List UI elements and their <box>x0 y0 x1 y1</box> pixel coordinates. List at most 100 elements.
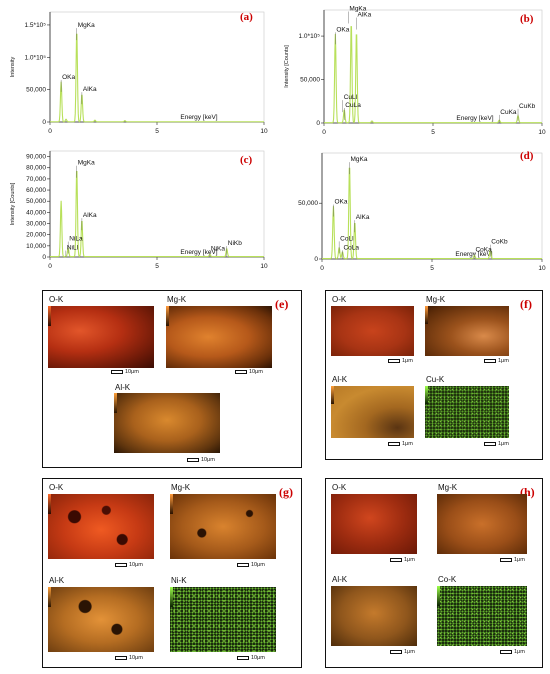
panel-letter-e: (e) <box>275 297 289 311</box>
map-label-al: Al-K <box>115 383 131 392</box>
x-axis-label: Energy [keV] <box>455 251 492 258</box>
map-image-al <box>114 393 220 453</box>
spectrum-d: 0 50,000 0 5 10 Energy [keV] MgKa OKa AlKa CoLl Co… <box>280 143 548 278</box>
y-tick-label: 40,000 <box>26 209 46 216</box>
map-image-al <box>331 386 414 438</box>
scale-bar: 1μm <box>500 557 525 563</box>
peak-label: OKa <box>62 74 75 81</box>
x-axis-label: Energy [keV] <box>180 114 217 121</box>
colorbar <box>48 587 51 607</box>
map-label-mg: Mg-K <box>167 295 187 304</box>
colorbar <box>166 306 169 326</box>
peak-label: CuLl <box>344 94 358 101</box>
y-tick-label: 0 <box>42 254 46 261</box>
scale-bar: 10μm <box>237 562 265 568</box>
scale-bar: 10μm <box>115 655 143 661</box>
map-label-mg: Mg-K <box>171 483 191 492</box>
y-tick-label: 0 <box>316 120 320 127</box>
peak-label: AlKa <box>83 212 97 219</box>
peak-label: CoKb <box>491 239 508 246</box>
colorbar <box>48 306 51 326</box>
map-image-dopant <box>170 587 276 652</box>
map-label-mg: Mg-K <box>426 295 446 304</box>
y-tick-label: 70,000 <box>26 176 46 183</box>
colorbar <box>170 587 173 607</box>
y-tick-label: 10,000 <box>26 243 46 250</box>
scale-bar: 10μm <box>115 562 143 568</box>
x-tick-label: 10 <box>260 263 268 270</box>
x-axis-label: Energy [keV] <box>180 249 217 256</box>
peak-label: MgKa <box>351 156 368 163</box>
y-axis-label: Intensity <box>10 57 16 78</box>
x-tick-label: 10 <box>260 128 268 135</box>
scale-bar: 10μm <box>187 457 215 463</box>
peak-label: AlKa <box>357 12 371 19</box>
peak-label: NiLl <box>67 245 79 252</box>
x-tick-label: 10 <box>538 265 546 272</box>
y-tick-label: 20,000 <box>26 232 46 239</box>
spectrum-line <box>50 33 264 123</box>
map-label-o: O-K <box>332 483 347 492</box>
peak-label: CuKb <box>519 103 536 110</box>
x-tick-label: 5 <box>431 129 435 136</box>
y-axis-label: Intensity [Counts] <box>284 45 290 88</box>
scale-bar: 1μm <box>484 358 509 364</box>
peak-label: CuLa <box>345 102 361 109</box>
map-label-al: Al-K <box>49 576 65 585</box>
y-axis-label: Intensity [Counts] <box>10 182 16 225</box>
peak-label: CoKa <box>475 247 492 254</box>
x-tick-label: 5 <box>155 128 159 135</box>
map-label-dopant: Ni-K <box>171 576 187 585</box>
scale-bar: 1μm <box>484 441 509 447</box>
panel-letter: (a) <box>240 11 253 23</box>
scale-bar: 1μm <box>390 649 415 655</box>
peak-label: OKa <box>336 26 349 33</box>
colorbar <box>48 494 51 514</box>
map-label-al: Al-K <box>332 375 348 384</box>
peak-label: CoLl <box>340 235 354 242</box>
map-label-dopant: Cu-K <box>426 375 445 384</box>
x-tick-label: 0 <box>48 263 52 270</box>
map-image-dopant <box>425 386 509 438</box>
panel-letter: (c) <box>240 154 253 166</box>
y-tick-label: 60,000 <box>26 187 46 194</box>
y-tick-label: 50,000 <box>26 87 46 94</box>
scale-bar: 1μm <box>500 649 525 655</box>
map-image-o <box>48 306 154 368</box>
panel-letter-f: (f) <box>520 297 532 311</box>
colorbar <box>425 306 428 324</box>
scale-bar: 1μm <box>390 557 415 563</box>
y-tick-label: 0 <box>42 119 46 126</box>
peak-label: NiKb <box>228 240 242 247</box>
peak-label: AlKa <box>356 214 370 221</box>
panel-letter-g: (g) <box>279 485 293 499</box>
map-panel-e: (e) O-K 10μm Mg-K 10μm Al-K 10μm <box>42 290 302 468</box>
x-axis-label: Energy [keV] <box>456 115 493 122</box>
peak-label: OKa <box>334 199 347 206</box>
y-tick-label: 80,000 <box>26 165 46 172</box>
y-tick-label: 50,000 <box>300 77 320 84</box>
panel-letter: (b) <box>520 13 534 25</box>
map-label-al: Al-K <box>332 575 348 584</box>
spectrum-line <box>50 171 264 258</box>
map-label-mg: Mg-K <box>438 483 458 492</box>
peak-label: MgKa <box>349 5 366 12</box>
x-tick-label: 5 <box>430 265 434 272</box>
peak-label: AlKa <box>83 86 97 93</box>
map-image-mg <box>166 306 272 368</box>
map-panel-g: (g) O-K 10μm Mg-K 10μm Al-K 10μm Ni-K 10… <box>42 478 302 668</box>
y-tick-label: 1.0*10⁵ <box>299 33 321 40</box>
map-image-mg <box>437 494 527 554</box>
peak-label: MgKa <box>78 160 95 167</box>
x-tick-label: 0 <box>48 128 52 135</box>
map-label-o: O-K <box>332 295 347 304</box>
y-tick-label: 30,000 <box>26 221 46 228</box>
colorbar <box>425 386 428 404</box>
map-image-mg <box>425 306 509 356</box>
map-image-o <box>48 494 154 559</box>
scale-bar: 1μm <box>388 441 413 447</box>
spectrum-a: 0 50,000 1.0*10⁵ 1.5*10⁵ 0 5 10 Energy [keV] Int… <box>2 2 272 142</box>
map-image-al <box>48 587 154 652</box>
map-image-o <box>331 306 414 356</box>
peak-label: NiKa <box>211 246 225 253</box>
